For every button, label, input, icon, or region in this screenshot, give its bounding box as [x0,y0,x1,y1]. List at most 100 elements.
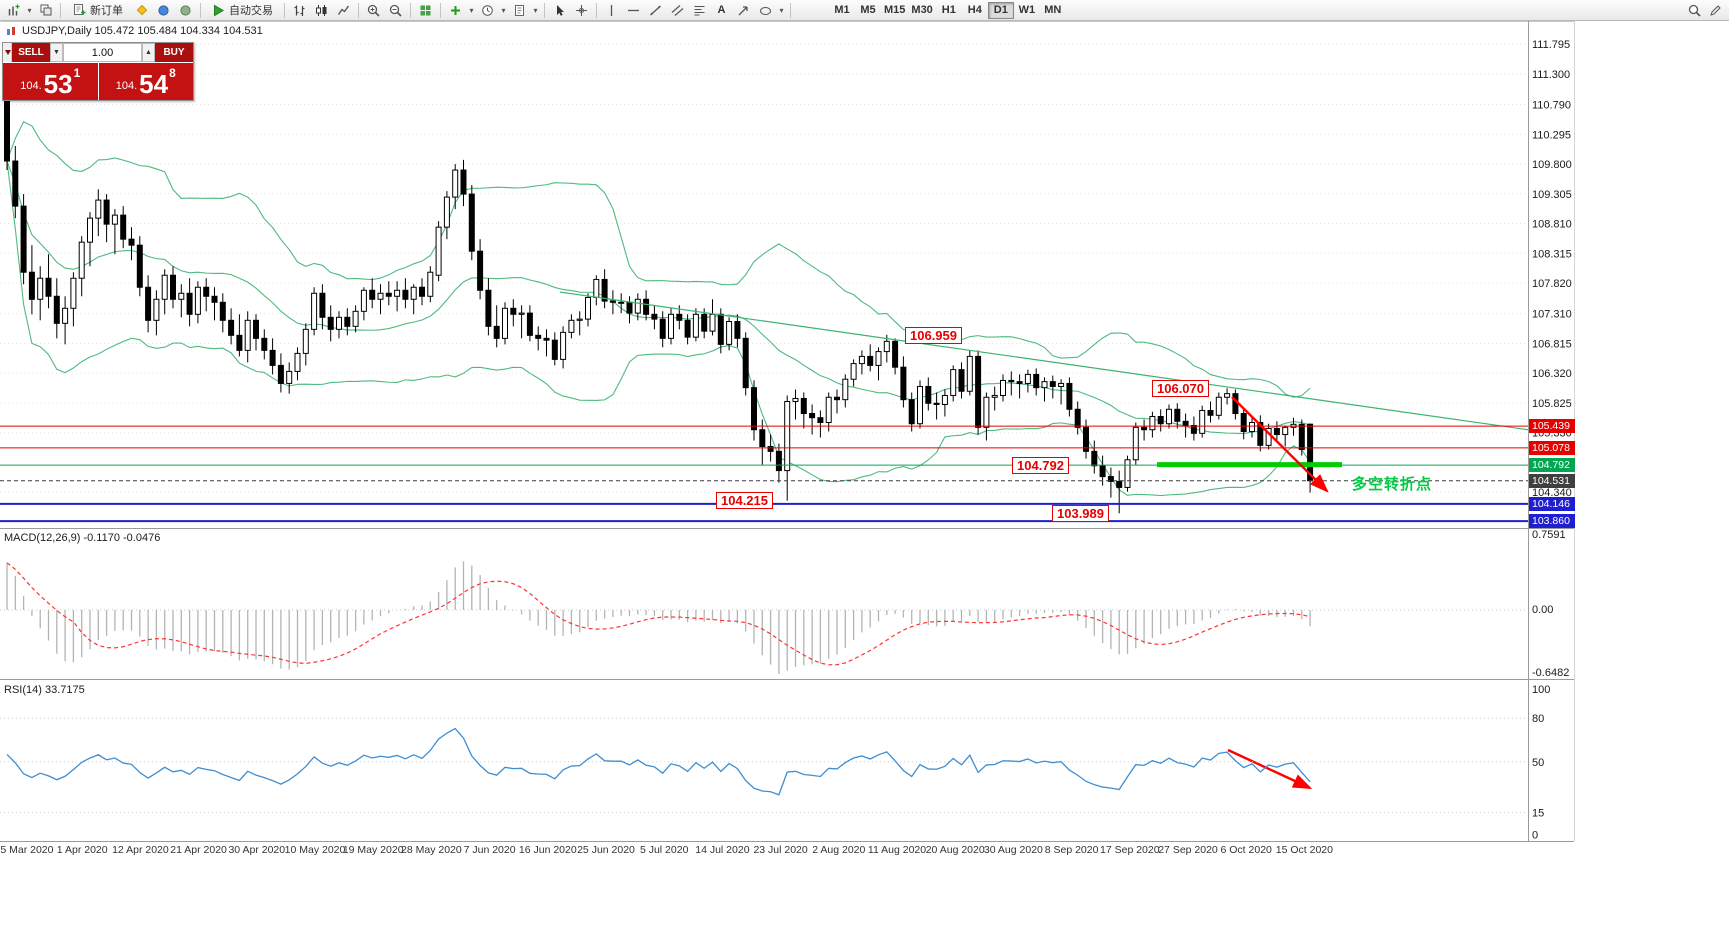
price-level-tag: 105.078 [1529,440,1575,455]
indicators-caret-button[interactable]: ▾ [467,1,476,20]
refresh-button[interactable] [175,1,196,20]
text-tool-button[interactable]: A [711,1,732,20]
main-toolbar: ▾ 新订单 自动交易 ▾ ▾ ▾ A ▾ M1 M5 M15 M30 H1 H4 D1 W1 M… [0,0,1729,21]
templates-button[interactable] [509,1,530,20]
bar-chart-icon [294,5,305,16]
buy-price-prefix: 104. [115,80,138,92]
shapes-icon [759,6,771,15]
sell-price-button[interactable]: 104. 53 1 [3,63,98,100]
chart-type-caret-button[interactable]: ▾ [25,1,34,20]
chart-annotation-text: 多空转折点 [1352,476,1433,493]
crosshair-icon [576,4,587,16]
date-label: 19 May 2020 [343,844,404,856]
indicators-button[interactable] [445,1,466,20]
date-label: 14 Jul 2020 [695,844,749,856]
search-button[interactable] [1684,1,1705,20]
sell-button[interactable]: SELL [12,43,50,62]
profiles-button[interactable] [35,1,56,20]
periods-caret-button[interactable]: ▾ [499,1,508,20]
price-axis-label: 105.825 [1532,398,1572,410]
price-axis-label: 107.310 [1532,309,1572,321]
timeframe-m5-button[interactable]: M5 [855,2,881,19]
timeframe-mn-button[interactable]: MN [1040,2,1066,19]
timeframe-h4-button[interactable]: H4 [962,2,988,19]
edit-button[interactable] [1705,1,1726,20]
rsi-axis-label: 0 [1532,830,1538,842]
pencil-icon [1710,4,1721,16]
autotrading-button[interactable]: 自动交易 [205,1,280,20]
tile-windows-icon [420,5,431,15]
buy-price-big: 54 [139,69,169,99]
buy-price-button[interactable]: 104. 54 8 [98,63,193,100]
crosshair-button[interactable] [571,1,592,20]
price-axis-label: 109.305 [1532,189,1572,201]
equidistant-channel-button[interactable] [667,1,688,20]
price-callout-box: 106.959 [905,326,962,344]
new-order-label: 新订单 [90,5,123,17]
cursor-button[interactable] [549,1,570,20]
arrows-tool-icon [738,5,748,15]
horizontal-line-icon [628,9,639,11]
autotrading-label: 自动交易 [229,5,273,17]
toolbar-separator [440,2,441,18]
vertical-line-button[interactable] [601,1,622,20]
one-click-trading-panel: SELL ▼ ▲ BUY 104.531 104.548 [2,42,194,101]
fibonacci-button[interactable] [689,1,710,20]
indicators-icon [451,5,460,15]
timeframe-m15-button[interactable]: M15 [881,2,908,19]
timeframe-m1-button[interactable]: M1 [829,2,855,19]
price-level-tag: 103.860 [1529,514,1575,529]
price-level-tag: 104.792 [1529,458,1575,473]
date-label: 28 May 2020 [401,844,462,856]
periods-button[interactable] [477,1,498,20]
price-axis-label: 106.815 [1532,338,1572,350]
horizontal-line-button[interactable] [623,1,644,20]
date-axis: 25 Mar 2020 1 Apr 2020 12 Apr 2020 21 Apr 2… [0,844,1333,856]
price-axis-label: 108.315 [1532,248,1572,260]
options-button[interactable] [153,1,174,20]
date-label: 6 Oct 2020 [1221,844,1273,856]
date-label: 11 Aug 2020 [868,844,926,856]
line-chart-button[interactable] [333,1,354,20]
volume-input[interactable] [63,43,142,62]
price-level-tag: 105.439 [1529,419,1575,434]
arrows-tool-button[interactable] [733,1,754,20]
bar-chart-button[interactable] [289,1,310,20]
volume-decrease-button[interactable]: ▼ [50,43,63,62]
date-label: 30 Apr 2020 [228,844,285,856]
timeframe-w1-button[interactable]: W1 [1014,2,1040,19]
chart-canvas[interactable]: 111.795 111.300 110.790 110.295 109.800 109.3… [0,21,1575,948]
zoom-in-button[interactable] [363,1,384,20]
price-axis-label: 106.320 [1532,368,1572,380]
zoom-out-button[interactable] [385,1,406,20]
date-label: 16 Jun 2020 [519,844,577,856]
new-order-button[interactable]: 新订单 [65,1,130,20]
timeframe-h1-button[interactable]: H1 [936,2,962,19]
price-callout-box: 104.792 [1012,457,1069,475]
profiles-icon [40,4,51,16]
templates-caret-button[interactable]: ▾ [531,1,540,20]
volume-increase-button[interactable]: ▲ [142,43,155,62]
metaeditor-button[interactable] [131,1,152,20]
timeframe-m30-button[interactable]: M30 [908,2,935,19]
candlestick-chart-button[interactable] [311,1,332,20]
new-chart-icon [8,4,20,15]
main-red-arrow [1231,396,1329,493]
autotrading-play-icon [214,4,224,16]
candlesticks [4,46,1314,514]
sell-price-big: 53 [43,69,73,99]
new-chart-button[interactable] [3,1,24,20]
shapes-caret-button[interactable]: ▾ [777,1,786,20]
date-label: 8 Sep 2020 [1045,844,1099,856]
trendline-button[interactable] [645,1,666,20]
metaeditor-icon [136,4,147,16]
collapse-one-click-button[interactable] [3,43,12,62]
equidistant-channel-icon [671,4,684,16]
tile-windows-button[interactable] [415,1,436,20]
shapes-button[interactable] [755,1,776,20]
date-label: 1 Apr 2020 [57,844,108,856]
timeframe-d1-button[interactable]: D1 [987,1,1014,19]
buy-button[interactable]: BUY [155,43,193,62]
options-icon [158,4,169,16]
date-label: 30 Aug 2020 [984,844,1043,856]
